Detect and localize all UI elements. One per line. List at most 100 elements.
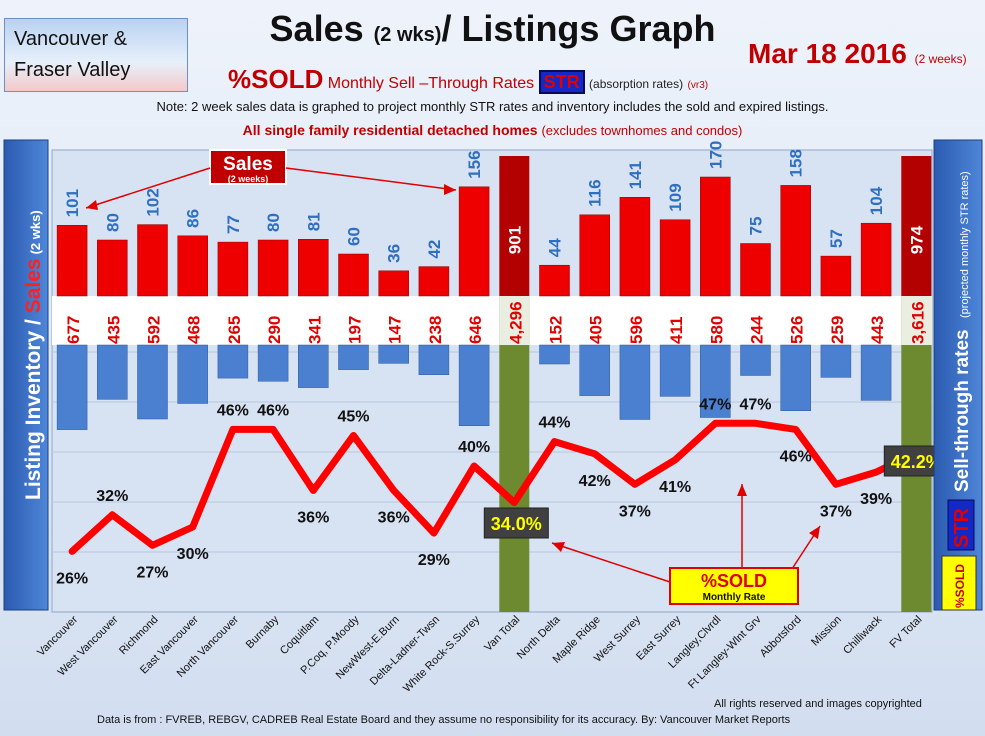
inventory-bar <box>579 344 610 396</box>
inventory-bar <box>458 344 490 426</box>
inventory-value-label: 435 <box>104 316 123 344</box>
inventory-bar <box>257 344 289 382</box>
inventory-bar <box>539 344 570 365</box>
sales-value-label: 116 <box>586 179 605 206</box>
bars-layer <box>56 156 932 612</box>
sales-bar <box>338 253 369 297</box>
total-inventory-bar <box>499 296 530 612</box>
sales-value-label: 104 <box>867 186 886 215</box>
detached-note: (excludes townhomes and condos) <box>541 123 743 138</box>
sold-callout-title: %SOLD <box>701 571 767 591</box>
left-axis-title: Listing Inventory / Sales (2 wks) <box>22 210 45 500</box>
inventory-value-label: 259 <box>828 316 847 344</box>
category-label: Abbotsford <box>758 614 804 660</box>
sales-bar <box>177 235 208 297</box>
sales-bar <box>378 270 409 297</box>
str-value-label: 42% <box>579 473 611 490</box>
sales-value-label: 156 <box>465 150 484 178</box>
right-str-badge <box>947 499 975 551</box>
sales-value-label: 80 <box>264 213 283 232</box>
region-box <box>4 18 188 92</box>
inventory-bar <box>56 344 88 430</box>
inventory-bar <box>780 344 811 411</box>
str-value-label: 37% <box>820 503 852 520</box>
str-value-label: 30% <box>177 546 209 563</box>
str-value-label: 32% <box>96 488 128 505</box>
sales-bar <box>458 186 490 297</box>
category-label: FV Total <box>888 614 925 651</box>
left-axis-inventory: Listing Inventory / <box>22 313 45 500</box>
category-label: Van Total <box>482 614 522 654</box>
sales-value-label: 141 <box>626 161 645 189</box>
inventory-value-label: 526 <box>788 316 807 344</box>
label-band <box>52 296 932 345</box>
str-badge: STR <box>538 70 585 94</box>
str-total-label: 42.2% <box>891 452 942 472</box>
total-label-cell <box>901 296 932 345</box>
str-value-label: 44% <box>538 415 570 432</box>
inventory-value-label: 3,616 <box>908 301 927 344</box>
inventory-bar <box>700 344 731 418</box>
sales-callout-title: Sales <box>223 154 273 175</box>
inventory-bar <box>177 344 208 404</box>
str-value-label: 41% <box>659 479 691 496</box>
sold-callout-arrow-left <box>551 542 671 583</box>
grid-lines <box>52 296 932 553</box>
str-value-label: 37% <box>619 503 651 520</box>
sales-bar <box>137 224 168 297</box>
sales-bar <box>700 176 731 297</box>
sales-value-label: 170 <box>706 141 725 169</box>
subtitle: %SOLD Monthly Sell –Through Rates STR (a… <box>228 64 708 95</box>
total-sales-bar <box>499 156 530 296</box>
sales-bar <box>860 222 892 297</box>
inventory-value-label: 580 <box>707 316 726 344</box>
inventory-bar <box>298 344 329 388</box>
inventory-bar <box>378 344 409 364</box>
left-axis-wks: (2 wks) <box>28 210 43 254</box>
sales-bar <box>579 214 610 297</box>
str-value-label: 46% <box>217 402 249 419</box>
page-title: Sales (2 wks)/ Listings Graph <box>0 8 985 50</box>
sales-value-label: 75 <box>747 217 766 236</box>
detached-heading: All single family residential detached h… <box>0 122 985 138</box>
inventory-bar <box>97 344 128 400</box>
str-value-label: 46% <box>257 402 289 419</box>
sales-bar <box>820 255 852 297</box>
str-value-label: 29% <box>418 552 450 569</box>
sold-callout-arrowhead-right <box>809 526 820 539</box>
sales-callout-arrow-left <box>85 167 211 209</box>
inventory-value-label: 677 <box>64 316 83 344</box>
sales-bar <box>257 239 289 297</box>
inventory-bar <box>860 344 892 401</box>
category-label: White Rock-S.Surrey <box>401 613 482 694</box>
inventory-value-label: 238 <box>426 316 445 344</box>
sales-bar <box>418 266 450 297</box>
right-str-text: STR <box>951 507 973 548</box>
sales-bar <box>97 239 128 297</box>
sales-value-label: 42 <box>425 240 444 259</box>
str-total-box <box>483 507 549 539</box>
inventory-value-label: 290 <box>265 316 284 344</box>
right-axis-projected: (projected monthly STR rates) <box>959 171 971 318</box>
region-label-line2: Fraser Valley <box>14 59 131 81</box>
absorption-label: (absorption rates) <box>589 77 684 91</box>
sold-callout-box <box>669 567 799 605</box>
title-end: / Listings Graph <box>441 8 716 49</box>
sales-value-label: 77 <box>224 215 243 234</box>
sales-bar <box>298 239 329 297</box>
footer-source: Data is from : FVREB, REBGV, CADREB Real… <box>97 714 791 726</box>
sales-value-label: 102 <box>144 188 163 216</box>
total-sales-label: 974 <box>907 225 926 254</box>
inventory-value-label: 4,296 <box>506 301 525 344</box>
inventory-bar <box>137 344 168 420</box>
sales-value-label: 57 <box>827 229 846 248</box>
date-main: Mar 18 2016 <box>748 38 907 69</box>
left-axis-sales: Sales <box>22 258 45 313</box>
str-value-label: 39% <box>860 491 892 508</box>
str-value-label: 45% <box>337 409 369 426</box>
right-axis-title: Sell-through rates <box>952 329 973 492</box>
sales-callout-arrow-right <box>285 167 457 191</box>
str-value-label: 46% <box>780 448 812 465</box>
category-label: Mission <box>809 614 844 649</box>
inventory-value-label: 596 <box>627 316 646 344</box>
